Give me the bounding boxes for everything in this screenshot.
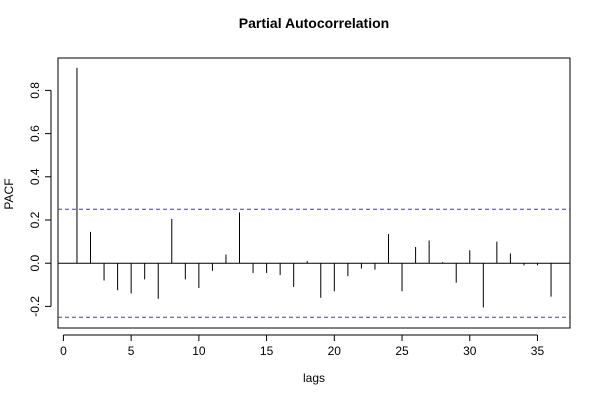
plot-frame: [57, 57, 571, 329]
chart-title: Partial Autocorrelation: [239, 15, 389, 31]
y-tick-label: 0.8: [28, 82, 42, 99]
x-tick-label: 5: [128, 344, 135, 358]
plot-layer: 0 5 10 15 20 25 30 35 -0.2 0.0 0.2 0.4 0.6 0.8: [28, 67, 570, 358]
x-tick-label: 15: [260, 344, 274, 358]
x-tick-label: 25: [395, 344, 409, 358]
y-tick-label: 0.0: [28, 255, 42, 272]
y-tick-label: -0.2: [28, 296, 42, 317]
x-tick-label: 35: [531, 344, 545, 358]
y-tick-label: 0.4: [28, 168, 42, 185]
y-tick-label: 0.2: [28, 211, 42, 228]
y-tick-label: 0.6: [28, 125, 42, 142]
x-axis-label: lags: [303, 371, 325, 385]
x-tick-label: 10: [192, 344, 206, 358]
x-tick-label: 30: [463, 344, 477, 358]
y-axis-label: PACF: [2, 178, 16, 209]
x-tick-label: 0: [60, 344, 67, 358]
x-tick-label: 20: [328, 344, 342, 358]
